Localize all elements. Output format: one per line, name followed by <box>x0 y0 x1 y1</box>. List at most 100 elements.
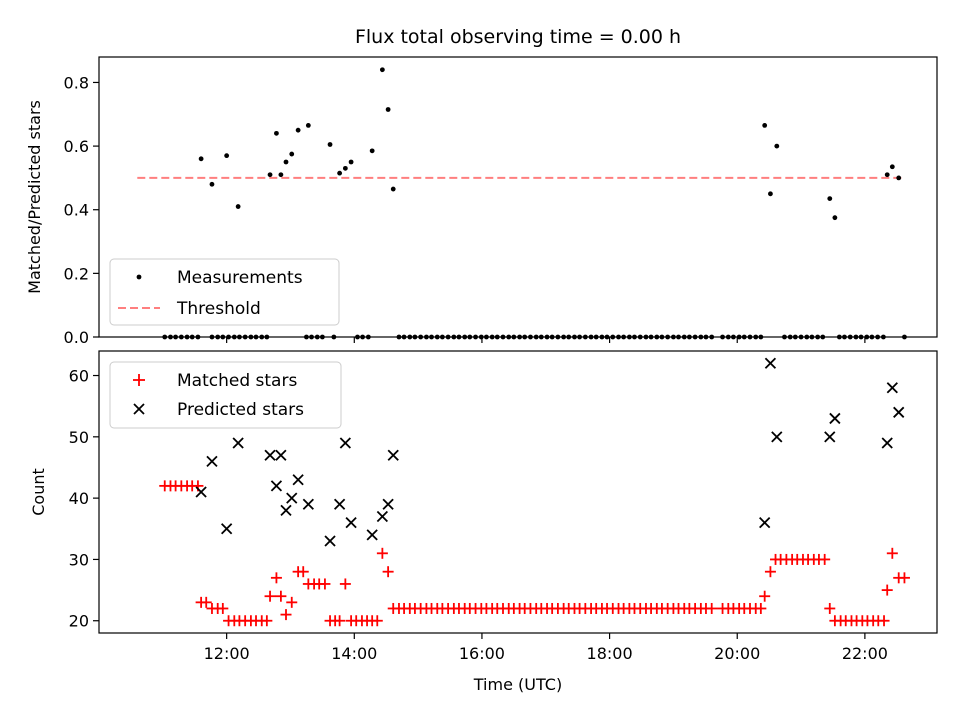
matched-point <box>824 602 836 614</box>
predicted-point <box>333 498 346 510</box>
matched-point <box>382 566 394 578</box>
bottom-x-tick-label: 18:00 <box>587 644 633 663</box>
measurement-point <box>337 170 343 176</box>
measurement-point <box>896 175 902 181</box>
bottom-y-tick-label: 50 <box>69 428 89 447</box>
measurement-point <box>390 186 396 192</box>
matched-point <box>755 602 767 614</box>
matched-point <box>898 572 910 584</box>
predicted-point <box>829 412 841 425</box>
predicted-point <box>232 437 244 449</box>
matched-point <box>280 609 292 621</box>
predicted-point <box>382 498 394 510</box>
measurement-point <box>198 156 204 162</box>
matched-point <box>881 584 893 596</box>
top-y-tick-label: 0.0 <box>64 328 89 347</box>
legend-predicted-marker <box>133 403 145 415</box>
bottom-x-tick-label: 22:00 <box>842 644 888 663</box>
matched-point <box>319 578 331 590</box>
matched-point <box>286 596 298 608</box>
top-x-ticks <box>226 337 866 343</box>
predicted-point <box>339 437 351 449</box>
predicted-point <box>759 517 771 529</box>
bottom-x-tick-label: 12:00 <box>204 644 250 663</box>
measurement-point <box>209 181 215 187</box>
predicted-point <box>206 455 218 467</box>
predicted-point <box>221 523 233 535</box>
predicted-point <box>275 449 287 461</box>
top-y-ticks: 0.0 0.2 0.4 0.6 0.8 <box>64 73 99 347</box>
top-legend-box <box>109 258 340 326</box>
predicted-point <box>270 480 283 492</box>
measurement-point <box>385 107 391 112</box>
bottom-panel-y-axis-label: Count <box>29 468 48 516</box>
matched-point <box>261 615 273 627</box>
bottom-legend-box <box>109 361 342 429</box>
bottom-legend: Matched stars Predicted stars <box>109 361 342 429</box>
matched-point <box>764 566 776 578</box>
matched-point <box>706 602 718 614</box>
measurement-point <box>884 172 890 178</box>
top-panel-title: Flux total observing time = 0.00 h <box>355 26 681 48</box>
predicted-point <box>824 431 836 443</box>
measurement-point <box>369 148 375 154</box>
top-y-tick-label: 0.6 <box>64 137 89 156</box>
predicted-point <box>376 510 389 523</box>
bottom-x-tick-label: 16:00 <box>459 644 505 663</box>
predicted-point <box>886 382 898 394</box>
measurement-point <box>283 159 289 165</box>
predicted-point <box>881 437 893 449</box>
matched-point <box>819 553 831 565</box>
legend-predicted-label: Predicted stars <box>177 400 304 420</box>
legend-matched-label: Matched stars <box>177 371 297 391</box>
predicted-point <box>292 474 304 486</box>
top-legend: Measurements Threshold <box>109 258 340 326</box>
measurement-point <box>327 142 333 147</box>
matched-point <box>759 590 771 602</box>
predicted-point <box>771 431 783 443</box>
measurement-point <box>379 67 385 73</box>
legend-matched-marker <box>133 374 145 386</box>
predicted-point <box>302 498 314 510</box>
legend-threshold-label: Threshold <box>176 299 261 319</box>
legend-measurements-label: Measurements <box>177 268 303 288</box>
bottom-plot-area <box>159 357 910 627</box>
bottom-y-tick-label: 40 <box>69 489 89 508</box>
matched-point <box>270 572 282 584</box>
measurement-point <box>342 165 348 171</box>
measurement-point <box>827 196 833 201</box>
predicted-point <box>286 492 298 504</box>
measurement-point <box>348 159 354 165</box>
top-y-tick-label: 0.8 <box>64 73 89 92</box>
matched-point <box>217 602 229 614</box>
matched-point <box>371 615 383 627</box>
predicted-point <box>893 406 905 418</box>
matched-point <box>339 578 351 590</box>
matched-point <box>334 615 346 627</box>
predicted-point <box>280 504 292 517</box>
measurement-point <box>889 164 895 170</box>
measurement-point <box>305 123 311 128</box>
predicted-point <box>366 529 378 541</box>
bottom-y-ticks: 20 30 40 50 60 <box>69 367 99 631</box>
measurement-point <box>774 143 780 149</box>
top-panel-frame <box>98 56 938 338</box>
matched-point <box>200 596 212 608</box>
measurement-point <box>267 172 273 178</box>
predicted-point <box>264 449 276 461</box>
matched-point <box>886 547 898 559</box>
bottom-panel: Count Time (UTC) 20 30 40 50 60 12:00 14:00 16… <box>29 350 938 694</box>
bottom-panel-x-axis-label: Time (UTC) <box>473 675 562 694</box>
bottom-panel-frame <box>98 350 938 634</box>
predicted-point <box>764 357 777 369</box>
matched-point <box>264 590 276 602</box>
top-panel: Flux total observing time = 0.00 h Match… <box>25 26 938 347</box>
measurement-point <box>235 204 241 209</box>
matched-point <box>275 590 287 602</box>
top-y-tick-label: 0.2 <box>64 264 89 283</box>
measurement-point <box>768 191 773 197</box>
predicted-point <box>195 486 207 498</box>
measurement-point <box>762 123 768 128</box>
measurement-point <box>295 127 301 133</box>
